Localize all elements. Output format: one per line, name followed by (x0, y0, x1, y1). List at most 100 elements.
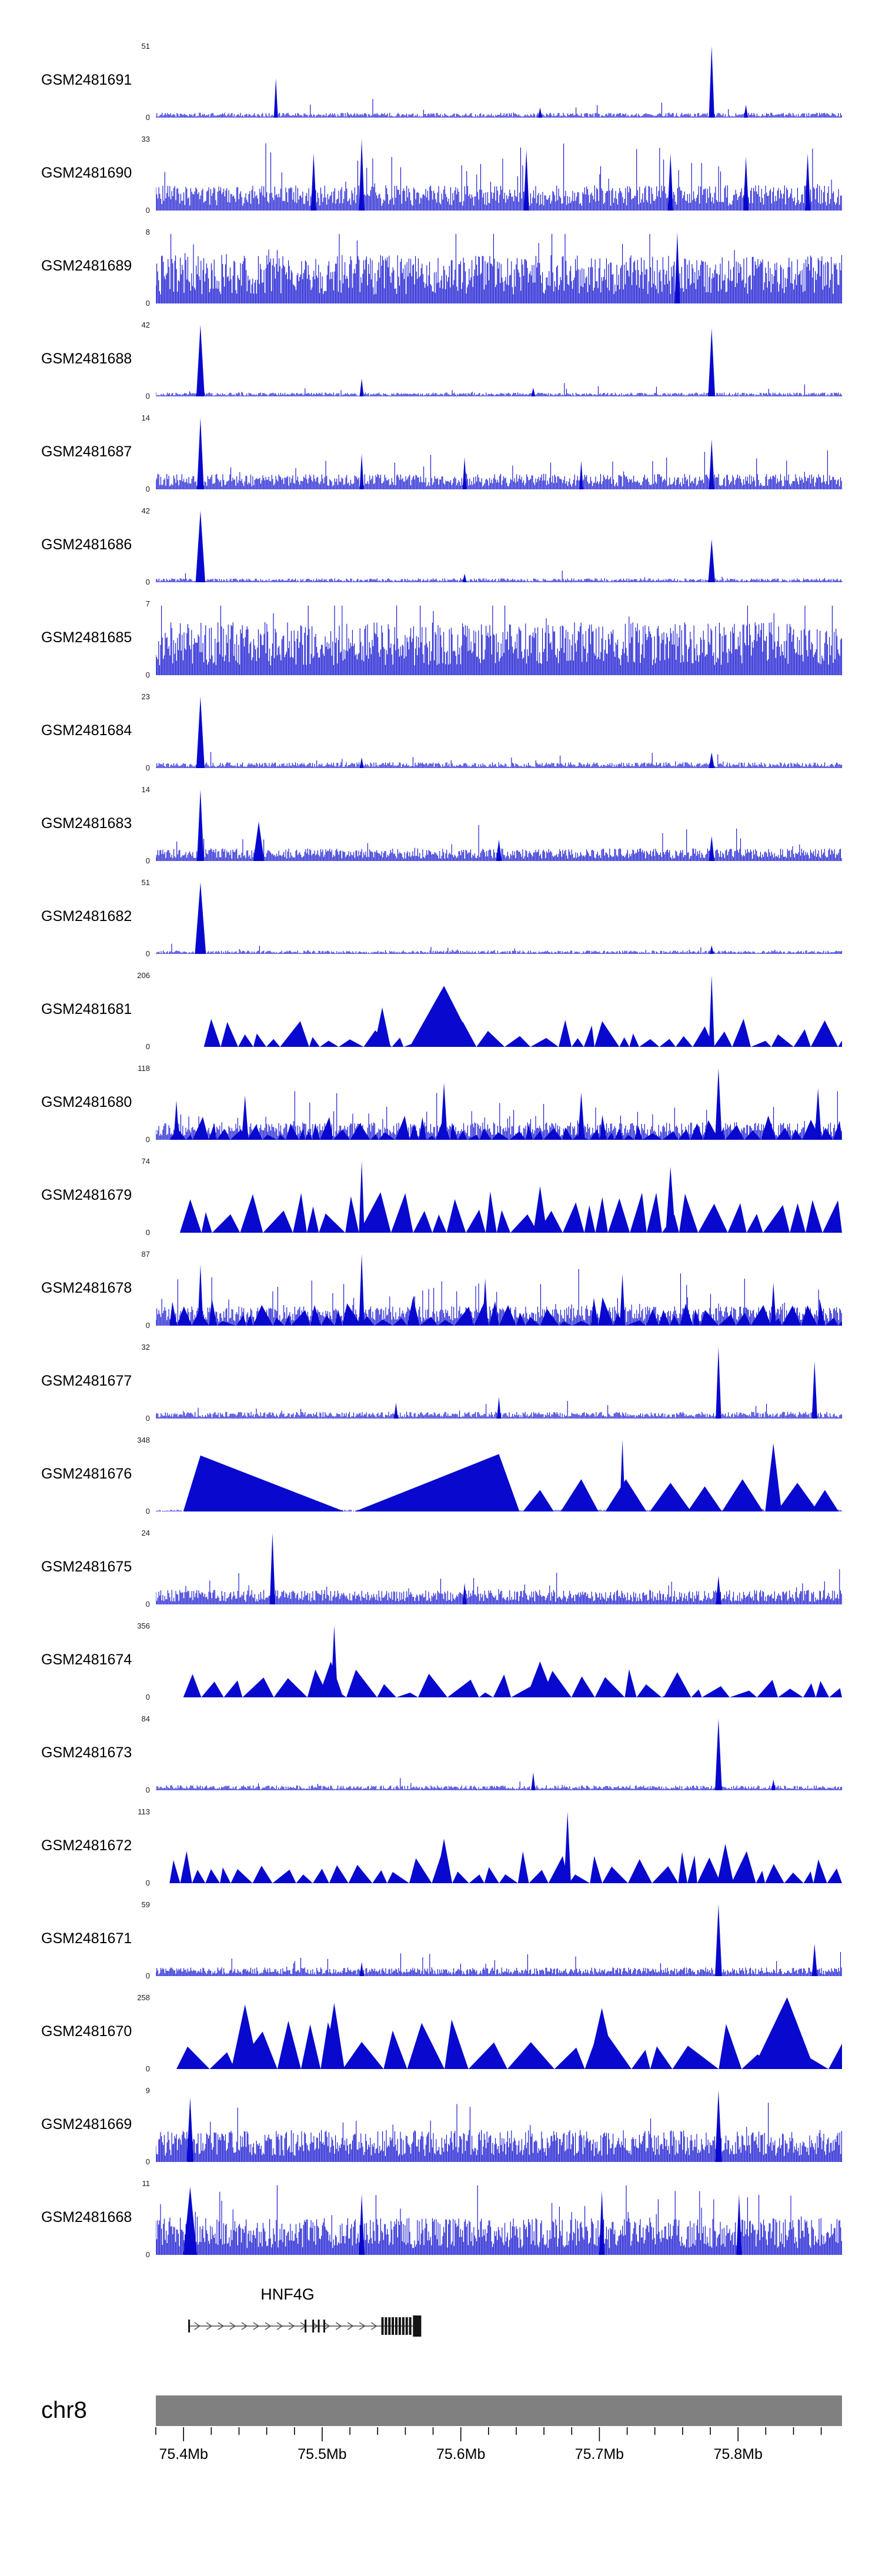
signal-area (156, 696, 842, 768)
signal-area (156, 510, 842, 582)
y-axis-max-label: 24 (141, 1529, 150, 1537)
y-axis-min-label: 0 (145, 299, 150, 308)
y-axis-min-label: 0 (145, 1600, 150, 1609)
track-label: GSM2481684 (41, 722, 132, 739)
track-row: GSM2481669 9 0 (0, 2080, 882, 2173)
track-label: GSM2481675 (41, 1559, 132, 1575)
signal-area (203, 975, 842, 1047)
y-axis-max-label: 7 (145, 599, 150, 608)
signal-area (156, 1068, 842, 1140)
y-axis-min-label: 0 (145, 2064, 150, 2073)
track-label: GSM2481674 (41, 1651, 132, 1668)
track-row: GSM2481679 74 0 (0, 1150, 882, 1243)
y-axis-min-label: 0 (145, 1135, 150, 1144)
axis-tick-label: 75.6Mb (436, 2446, 485, 2462)
y-axis-max-label: 118 (138, 1064, 150, 1073)
track-plot: 258 0 (137, 1993, 842, 2073)
track-plot: 118 0 (138, 1064, 842, 1144)
signal-area (169, 1811, 842, 1883)
track-label: GSM2481673 (41, 1744, 132, 1761)
signal-area (156, 1254, 842, 1326)
y-axis-max-label: 14 (141, 413, 150, 422)
y-axis-max-label: 33 (141, 135, 150, 144)
track-label: GSM2481670 (41, 2023, 132, 2040)
y-axis-min-label: 0 (145, 392, 150, 401)
track-label: GSM2481672 (41, 1837, 132, 1854)
signal-tracks: GSM2481691 51 0 GSM2481690 33 0 GSM24816… (0, 35, 882, 2265)
y-axis-min-label: 0 (145, 2250, 150, 2259)
track-row: GSM2481668 11 0 (0, 2173, 882, 2265)
track-label: GSM2481679 (41, 1187, 132, 1203)
y-axis-min-label: 0 (145, 1042, 150, 1051)
signal-area (156, 605, 842, 675)
track-row: GSM2481684 23 0 (0, 686, 882, 779)
y-axis-max-label: 8 (145, 228, 150, 236)
track-row: GSM2481691 51 0 (0, 35, 882, 128)
signal-area (183, 1626, 842, 1697)
y-axis-max-label: 258 (137, 1993, 150, 2002)
track-label: GSM2481686 (41, 536, 132, 553)
signal-area (156, 1533, 842, 1604)
track-label: GSM2481690 (41, 165, 132, 181)
axis-tick-label: 75.4Mb (159, 2446, 208, 2462)
track-row: GSM2481677 32 0 (0, 1336, 882, 1429)
track-row: GSM2481673 84 0 (0, 1708, 882, 1801)
track-plot: 42 0 (142, 506, 842, 586)
y-axis-max-label: 348 (137, 1436, 150, 1444)
track-row: GSM2481685 7 0 (0, 593, 882, 686)
y-axis-min-label: 0 (145, 113, 150, 122)
axis-tick-label: 75.7Mb (575, 2446, 624, 2462)
y-axis-min-label: 0 (145, 763, 150, 772)
track-plot: 14 0 (142, 785, 842, 865)
y-axis-max-label: 51 (141, 42, 150, 51)
gene-name-label: HNF4G (260, 2285, 315, 2303)
y-axis-min-label: 0 (145, 1693, 150, 1701)
track-plot: 51 0 (142, 42, 842, 122)
track-row: GSM2481683 14 0 (0, 779, 882, 872)
chromosome-ideogram (156, 2395, 842, 2426)
track-plot: 33 0 (142, 135, 842, 215)
y-axis-max-label: 51 (141, 878, 150, 887)
track-row: GSM2481678 87 0 (0, 1243, 882, 1336)
y-axis-min-label: 0 (145, 2157, 150, 2166)
track-label: GSM2481687 (41, 443, 132, 460)
track-plot: 51 0 (142, 878, 842, 958)
y-axis-max-label: 32 (141, 1343, 150, 1352)
y-axis-max-label: 23 (141, 692, 150, 701)
track-plot: 87 0 (142, 1250, 842, 1330)
signal-area (176, 1997, 842, 2069)
signal-area (156, 139, 842, 211)
y-axis-max-label: 74 (141, 1157, 150, 1166)
track-row: GSM2481686 42 0 (0, 500, 882, 593)
track-row: GSM2481687 14 0 (0, 407, 882, 500)
track-plot: 356 0 (137, 1621, 842, 1701)
track-label: GSM2481689 (41, 258, 132, 274)
track-plot: 14 0 (142, 413, 842, 493)
track-label: GSM2481691 (41, 72, 132, 88)
track-plot: 8 0 (146, 228, 842, 308)
signal-area (179, 1161, 842, 1233)
track-plot: 9 0 (146, 2086, 842, 2166)
y-axis-min-label: 0 (145, 670, 150, 679)
signal-area (156, 1904, 842, 1976)
y-axis-max-label: 113 (138, 1807, 150, 1816)
track-label: GSM2481685 (41, 629, 132, 646)
axis-tick-label: 75.8Mb (714, 2446, 763, 2462)
axis-tick-label: 75.5Mb (298, 2446, 346, 2462)
track-row: GSM2481670 258 0 (0, 1987, 882, 2080)
signal-area (156, 46, 842, 118)
track-row: GSM2481688 42 0 (0, 314, 882, 407)
track-row: GSM2481680 118 0 (0, 1057, 882, 1150)
track-label: GSM2481677 (41, 1373, 132, 1389)
track-plot: 32 0 (142, 1343, 842, 1423)
signal-area (156, 789, 842, 861)
signal-area (156, 1347, 842, 1419)
signal-area (156, 418, 842, 489)
y-axis-min-label: 0 (145, 578, 150, 586)
track-row: GSM2481675 24 0 (0, 1522, 882, 1615)
track-plot: 23 0 (142, 692, 842, 772)
track-label: GSM2481668 (41, 2209, 132, 2225)
y-axis-min-label: 0 (145, 485, 150, 493)
track-plot: 59 0 (142, 1900, 842, 1980)
